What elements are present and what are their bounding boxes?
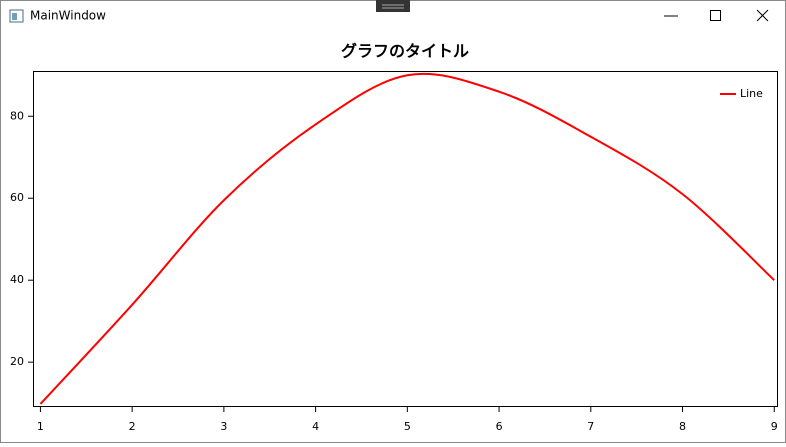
x-tick-label: 3 [220, 420, 227, 433]
y-tick-label: 80 [10, 109, 24, 122]
drag-handle[interactable] [376, 0, 410, 12]
x-tick-label: 4 [312, 420, 319, 433]
x-tick-label: 6 [496, 420, 503, 433]
window-title: MainWindow [30, 9, 106, 23]
x-tick-label: 5 [404, 420, 411, 433]
line-series [39, 72, 775, 405]
x-tick-label: 2 [129, 420, 136, 433]
legend-label: Line [740, 87, 763, 100]
chart-title: グラフのタイトル [341, 42, 469, 61]
plot-frame [33, 71, 778, 407]
y-tick-label: 40 [10, 273, 24, 286]
close-button[interactable] [756, 9, 769, 22]
x-tick-label: 7 [587, 420, 594, 433]
x-tick-label: 1 [37, 420, 44, 433]
y-tick-label: 60 [10, 191, 24, 204]
x-tick-label: 9 [771, 420, 778, 433]
x-tick-label: 8 [679, 420, 686, 433]
maximize-button[interactable] [710, 10, 721, 21]
app-icon-part [12, 13, 17, 20]
y-tick-label: 20 [10, 355, 24, 368]
